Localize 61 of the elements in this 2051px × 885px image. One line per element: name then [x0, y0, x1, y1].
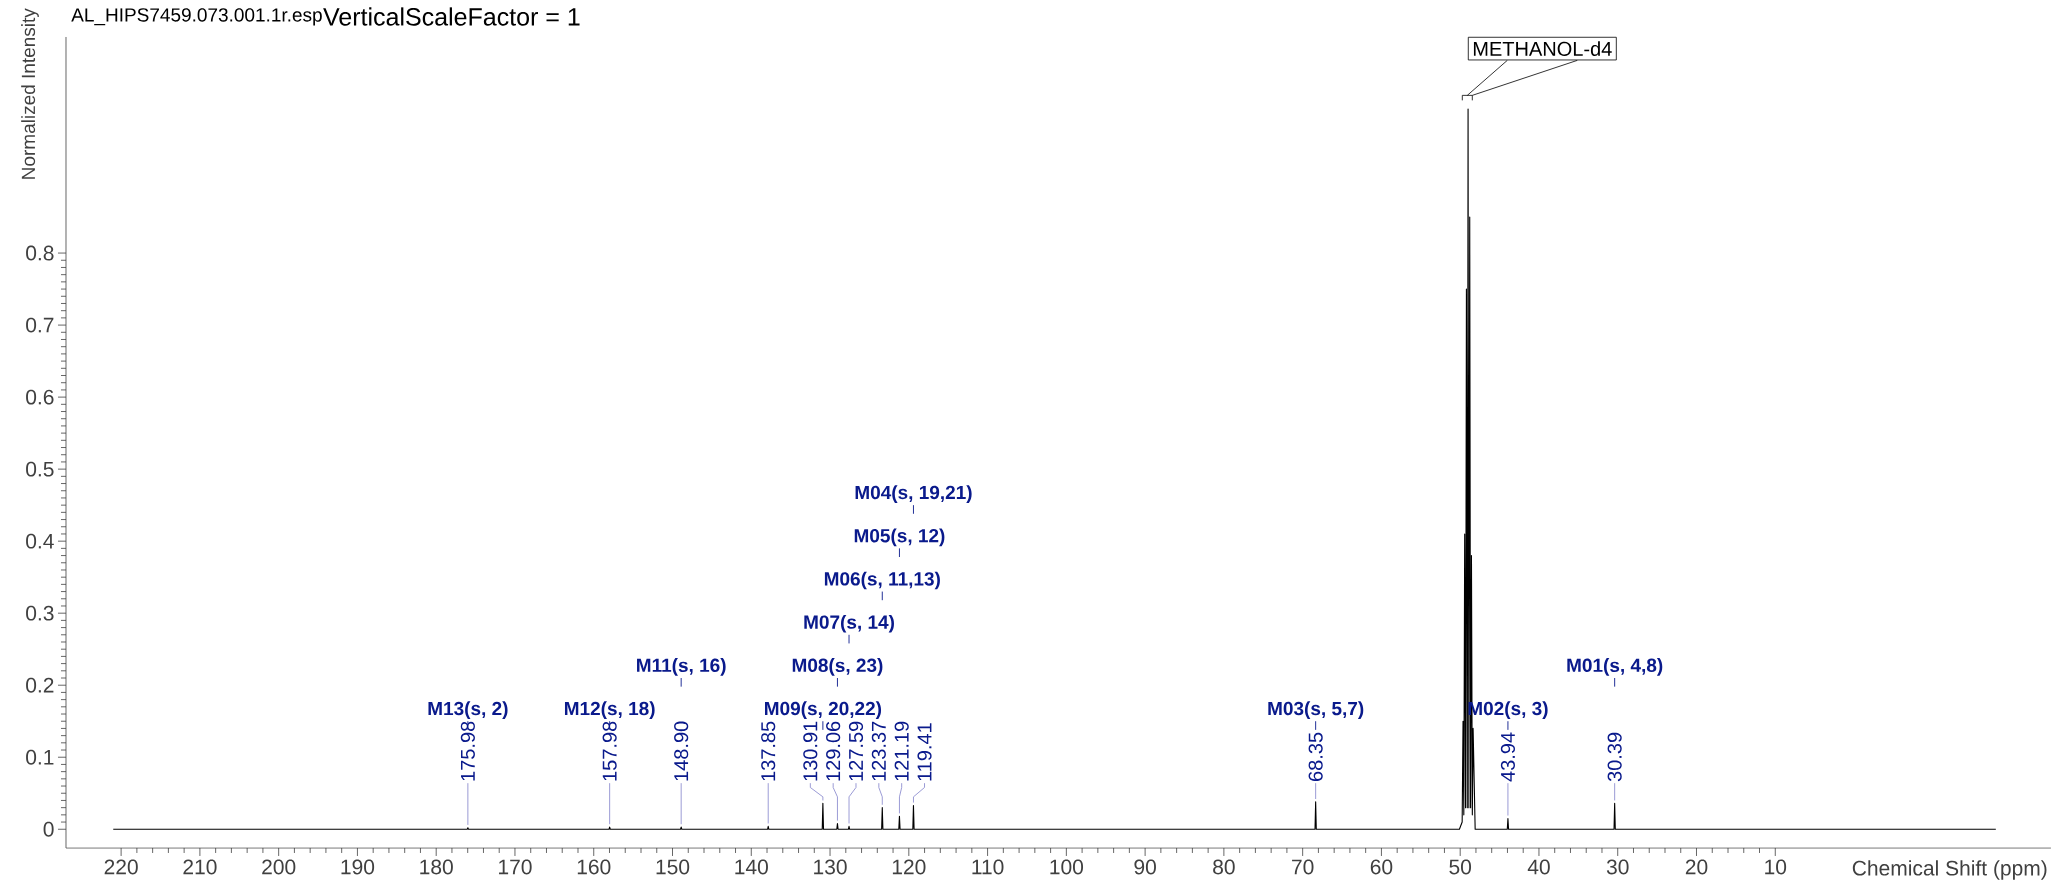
y-tick-label: 0.5	[26, 461, 54, 477]
annotation: 129.06	[826, 721, 841, 781]
x-tick-label: 170	[499, 859, 532, 875]
annotation: M13(s, 2)	[428, 701, 508, 720]
annotation: 68.35	[1308, 732, 1323, 781]
x-tick-label: 100	[1050, 859, 1084, 875]
annotation: M05(s, 12)	[854, 528, 945, 547]
y-tick-label: 0	[43, 821, 54, 837]
annotation: M11(s, 16)	[637, 658, 726, 676]
annotation: 157.98	[602, 721, 617, 781]
x-tick-label: 120	[892, 859, 926, 875]
x-tick-label: 190	[341, 859, 375, 875]
x-tick-label: 40	[1527, 859, 1550, 875]
annotation: 127.59	[848, 721, 864, 781]
y-tick-label: 0.7	[26, 317, 54, 333]
annotation: 30.39	[1607, 732, 1622, 782]
x-tick-label: 130	[814, 859, 847, 875]
x-tick-label: 20	[1685, 859, 1708, 875]
y-tick-label: 0.3	[26, 605, 54, 621]
y-tick-label: 0.1	[26, 749, 54, 765]
x-tick-label: 200	[262, 859, 296, 875]
x-axis-title: Chemical Shift (ppm)	[1852, 860, 2047, 880]
x-tick-label: 50	[1449, 859, 1472, 875]
x-tick-label: 210	[183, 859, 217, 875]
y-tick-label: 0.4	[26, 533, 54, 549]
annotation: M12(s, 18)	[564, 701, 655, 720]
annotation: M08(s, 23)	[792, 658, 883, 676]
x-tick-label: 110	[972, 859, 1004, 875]
annotation: M01(s, 4,8)	[1567, 658, 1663, 676]
y-tick-label: 0.8	[26, 245, 54, 261]
line-series	[112, 108, 1997, 830]
annotation: 137.85	[761, 721, 776, 781]
x-tick-label: 10	[1765, 859, 1787, 875]
x-tick-label: 80	[1213, 859, 1235, 875]
annotation: M06(s, 11,13)	[824, 571, 940, 590]
y-axis-title: Normalized Intensity	[21, 8, 39, 179]
annotation: M03(s, 5,7)	[1268, 701, 1364, 720]
annotation: M04(s, 19,21)	[855, 485, 972, 503]
x-tick-label: 70	[1292, 859, 1314, 875]
annotation: 123.37	[871, 721, 886, 781]
y-tick-label: 0.6	[26, 389, 54, 405]
x-tick-label: 60	[1370, 859, 1393, 875]
x-tick-label: 180	[420, 859, 453, 875]
chart-subtitle: VerticalScaleFactor = 1	[323, 7, 580, 26]
annotation: 121.19	[894, 721, 909, 781]
annotation: 43.94	[1500, 732, 1515, 782]
annotation: 130.91	[803, 721, 818, 781]
x-tick-label: 140	[735, 859, 768, 875]
annotation: 148.90	[674, 721, 689, 781]
annotation: M09(s, 20,22)	[765, 701, 882, 720]
x-tick-label: 150	[656, 859, 690, 875]
annotation: 119.41	[917, 723, 932, 781]
annotation: 175.98	[460, 721, 475, 781]
x-tick-label: 90	[1134, 859, 1156, 875]
y-tick-label: 0.2	[26, 677, 54, 693]
annotation: M07(s, 14)	[804, 614, 894, 633]
chart-title: AL_HIPS7459.073.001.1r.esp	[71, 8, 322, 26]
annotation: METHANOL-d4	[1473, 41, 1612, 56]
x-tick-label: 220	[104, 859, 138, 875]
x-tick-label: 30	[1606, 859, 1629, 875]
x-tick-label: 160	[577, 859, 611, 875]
